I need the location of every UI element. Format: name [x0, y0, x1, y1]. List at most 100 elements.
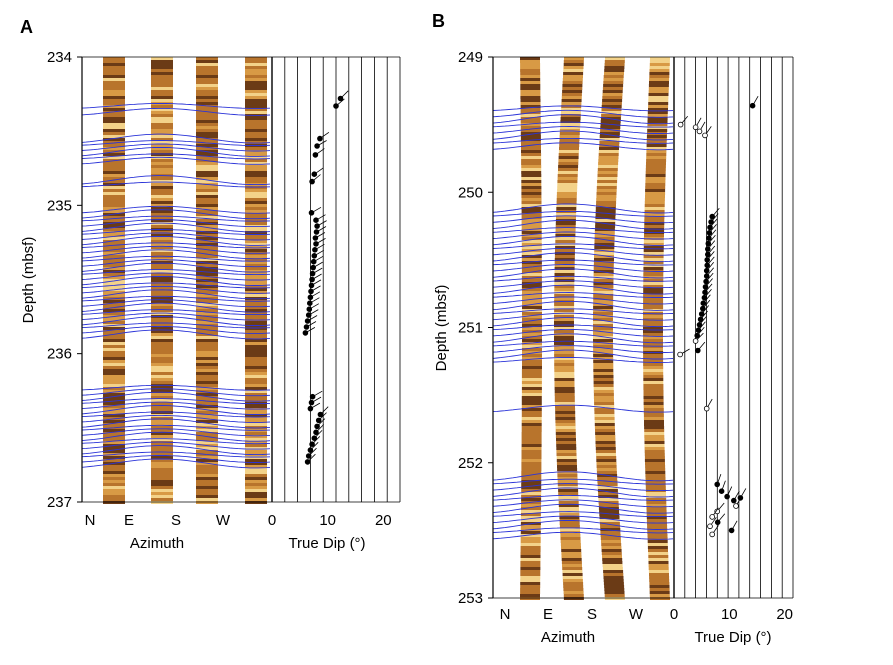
- sinusoid: [81, 215, 271, 222]
- panel-a-xlabel: True Dip (°): [288, 535, 365, 552]
- dip-point: [314, 140, 327, 149]
- sinusoid: [492, 252, 674, 263]
- sinusoid: [492, 328, 674, 337]
- sinusoid: [492, 137, 674, 144]
- sinusoid: [81, 209, 271, 220]
- panel-a-depth-ticks: 234 235 236 237: [47, 49, 82, 511]
- dip-point: [305, 447, 317, 459]
- sinusoid: [81, 222, 271, 233]
- sinusoid: [81, 235, 271, 246]
- dip-point: [701, 289, 712, 301]
- panel-b-image-tracks: [520, 57, 670, 600]
- dip-point: [707, 218, 718, 231]
- sinusoid: [492, 478, 674, 485]
- dip-point: [692, 332, 704, 344]
- dip-point: [702, 126, 712, 139]
- dip-point: [309, 267, 323, 277]
- dip-point: [694, 341, 706, 354]
- dip-point: [709, 525, 719, 538]
- sinusoid: [81, 146, 271, 157]
- sinusoid: [492, 300, 674, 311]
- sinusoid: [492, 114, 674, 125]
- dip-point: [304, 453, 316, 465]
- dip-point: [307, 402, 321, 412]
- sinusoid: [81, 272, 271, 281]
- sinusoid: [492, 471, 674, 482]
- depth-tick-label: 251: [458, 320, 483, 337]
- dip-point: [704, 256, 715, 269]
- azimuth-tick-label: S: [587, 606, 597, 623]
- sinusoid: [492, 105, 674, 112]
- dip-point: [705, 234, 716, 247]
- sinusoid: [492, 227, 674, 234]
- dip-point: [714, 473, 722, 488]
- sinusoid: [492, 142, 674, 151]
- panel-a: A 234 235 236 237 Depth (mbsf) N E S W Azimuth…: [20, 17, 401, 552]
- sinusoid: [81, 428, 271, 437]
- sinusoid: [81, 245, 271, 254]
- dip-point: [312, 232, 326, 241]
- depth-tick-label: 237: [47, 494, 72, 511]
- dip-point: [310, 255, 324, 265]
- dip-point: [696, 121, 706, 135]
- depth-tick-label: 250: [458, 184, 483, 201]
- dip-point: [692, 117, 702, 131]
- dip-point: [703, 272, 714, 285]
- dip-point: [310, 261, 323, 271]
- depth-tick-label: 253: [458, 590, 483, 607]
- image-track-w: [245, 57, 267, 504]
- sinusoid: [81, 309, 271, 316]
- sinusoid: [492, 275, 674, 282]
- image-track-e: [554, 57, 584, 600]
- dip-point: [730, 490, 740, 504]
- dip-point: [303, 321, 317, 330]
- panel-a-dip-points: [302, 90, 349, 465]
- dip-point: [704, 245, 716, 258]
- dip-point: [700, 294, 711, 307]
- sinusoid: [492, 515, 674, 524]
- dip-point: [308, 285, 321, 295]
- dip-point: [702, 283, 713, 296]
- sinusoid: [81, 249, 271, 260]
- dip-point: [333, 98, 345, 109]
- sinusoid: [81, 140, 271, 146]
- sinusoid: [492, 296, 674, 305]
- sinusoid: [492, 483, 674, 492]
- sinusoid: [492, 324, 674, 331]
- dip-point: [677, 115, 689, 128]
- depth-tick-label: 236: [47, 346, 72, 363]
- sinusoid: [81, 411, 271, 418]
- sinusoid: [81, 285, 271, 294]
- dip-point: [702, 278, 713, 290]
- dip-tick-label: 0: [268, 512, 276, 529]
- sinusoid: [492, 494, 674, 501]
- dip-point: [695, 321, 706, 334]
- sinusoid: [492, 264, 674, 272]
- dip-point: [312, 243, 325, 253]
- sinusoid: [492, 210, 674, 217]
- sinusoid: [492, 404, 674, 413]
- sinusoid: [81, 431, 271, 442]
- dip-point: [694, 326, 705, 339]
- dip-point: [733, 496, 742, 509]
- sinusoid: [492, 280, 674, 289]
- dip-tick-label: 10: [721, 606, 738, 623]
- dip-point: [304, 315, 318, 324]
- dip-point: [308, 206, 322, 216]
- panel-a-sinusoids: [81, 103, 271, 469]
- sinusoid: [81, 133, 271, 144]
- sinusoid: [81, 107, 271, 116]
- dip-point: [709, 207, 720, 220]
- dip-point: [311, 167, 324, 178]
- sinusoid: [81, 153, 271, 160]
- sinusoid: [492, 308, 674, 315]
- dip-point: [306, 297, 320, 307]
- dip-point: [704, 251, 715, 263]
- depth-tick-label: 235: [47, 197, 72, 214]
- sinusoid: [81, 205, 271, 214]
- sinusoid: [81, 391, 271, 402]
- sinusoid: [492, 292, 674, 298]
- dip-point: [309, 390, 323, 400]
